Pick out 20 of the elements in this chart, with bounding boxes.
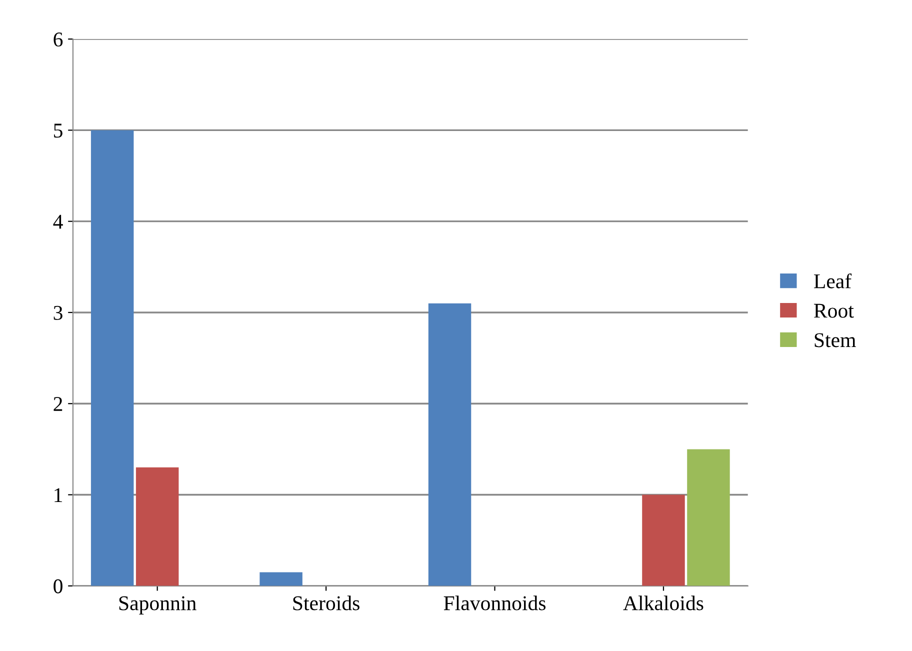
x-tick-label: Flavonnoids — [444, 596, 546, 610]
bar — [136, 467, 179, 586]
legend-label: Stem — [814, 333, 856, 348]
legend-label: Root — [814, 304, 854, 318]
y-tick-label: 3 — [54, 306, 62, 320]
bar — [428, 303, 472, 586]
bar — [642, 494, 685, 586]
y-tick-label: 4 — [53, 214, 63, 229]
legend-label: Leaf — [814, 273, 852, 288]
y-tick-label: 6 — [54, 32, 63, 46]
y-tick-label: 0 — [54, 579, 62, 594]
bar — [90, 130, 134, 586]
x-tick-label: Steroids — [293, 596, 360, 610]
bar — [260, 572, 302, 586]
x-tick-label: Alkaloids — [623, 596, 704, 610]
y-tick-label: 5 — [54, 124, 62, 138]
x-tick-label: Saponnin — [119, 596, 196, 615]
y-tick-label: 2 — [54, 397, 62, 411]
y-tick-label: 1 — [54, 488, 62, 502]
bar — [687, 449, 730, 586]
